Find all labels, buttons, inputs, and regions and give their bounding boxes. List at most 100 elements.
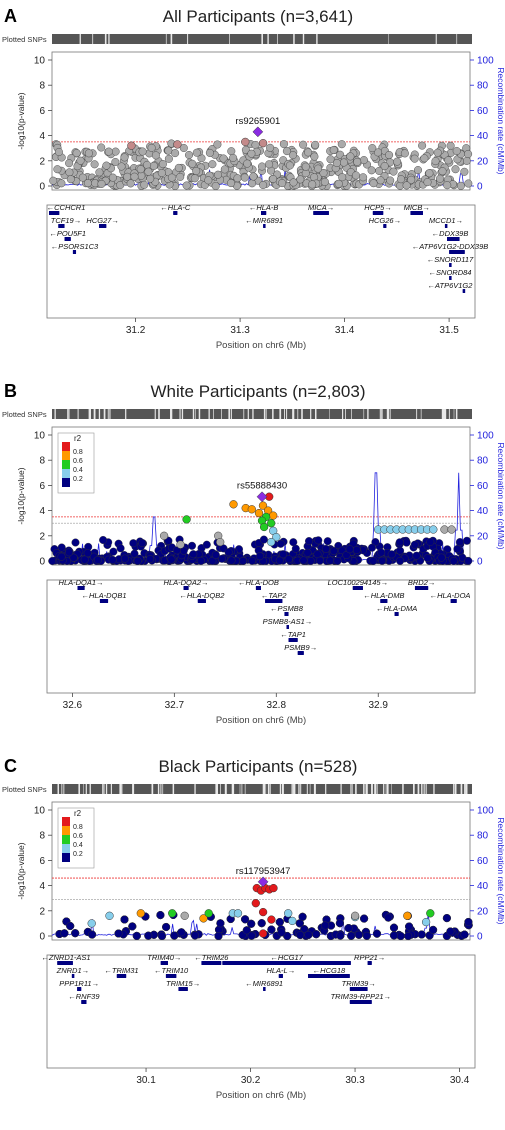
plotted-snps-gap	[340, 784, 342, 794]
gene-track-frame	[46, 204, 476, 319]
panel-title: Black Participants (n=528)	[159, 757, 358, 776]
snp-point	[241, 145, 250, 154]
y-tick-label: 10	[34, 56, 46, 67]
gene-label: ←HLA-DQB2	[179, 591, 225, 600]
plotted-snps-gap	[89, 784, 91, 794]
gene-label: ←HCG17	[270, 953, 303, 962]
gene-exon	[449, 250, 465, 254]
gene-exon	[77, 987, 82, 991]
gene-exon	[284, 612, 289, 616]
plotted-snps-gap	[267, 34, 269, 44]
snp-point	[187, 541, 196, 550]
plotted-snps-gap	[265, 784, 267, 794]
y-tick-label: 0	[39, 182, 45, 193]
plotted-snps-gap	[402, 784, 404, 794]
snp-point	[360, 914, 369, 923]
snp-point	[192, 166, 201, 175]
plotted-snps-gap	[325, 784, 327, 794]
plotted-snps-gap	[309, 784, 311, 794]
gene-exon	[444, 224, 448, 228]
snp-point	[217, 554, 226, 563]
gene-label: HCG27→	[86, 216, 119, 225]
plotted-snps-gap	[300, 784, 302, 794]
snp-point	[208, 556, 217, 565]
gene-exon	[201, 961, 222, 965]
locuszoom-plot-c: C Black Participants (n=528) Plotted SNPs 0…	[2, 756, 505, 1101]
y-tick-label: 0	[39, 932, 45, 943]
snp-point	[136, 165, 145, 174]
x-tick-label: 30.3	[345, 1075, 365, 1086]
snp-point	[126, 179, 135, 188]
snp-point	[431, 157, 440, 166]
snp-point	[233, 174, 242, 183]
snp-point	[157, 931, 166, 940]
y2-tick-label: 20	[477, 906, 489, 917]
gene-label: ←SNORD84	[429, 268, 472, 277]
plotted-snps-gap	[379, 409, 381, 419]
snp-point	[451, 165, 460, 174]
gene-label: ←HLA-DMB	[363, 591, 404, 600]
panel-letter: A	[4, 6, 17, 26]
snp-point	[346, 152, 355, 161]
snp-point	[464, 917, 473, 926]
snp-point	[423, 554, 432, 563]
plotted-snps-gap	[455, 784, 457, 794]
gene-exon	[222, 961, 351, 965]
snp-point	[338, 173, 347, 182]
panel-letter: B	[4, 381, 17, 401]
plotted-snps-gap	[301, 409, 303, 419]
snp-point	[78, 173, 87, 182]
snp-point	[162, 922, 171, 931]
gene-exon	[58, 224, 65, 228]
snp-point	[249, 172, 258, 181]
plotted-snps-gap	[61, 784, 63, 794]
plotted-snps-gap	[158, 409, 160, 419]
y2-tick-label: 100	[477, 56, 494, 67]
snp-point	[418, 141, 427, 150]
legend-swatch	[62, 442, 70, 451]
snp-point	[66, 921, 75, 930]
snp-point-ld	[429, 525, 438, 534]
legend-label: 0.2	[73, 476, 83, 483]
snp-point	[385, 150, 394, 159]
legend-title: r2	[74, 434, 82, 443]
snp-point	[460, 930, 469, 939]
snp-point	[167, 173, 176, 182]
gene-exon	[410, 211, 423, 215]
snp-point	[60, 929, 69, 938]
gene-track-frame	[46, 579, 476, 694]
gene-exon	[380, 599, 388, 603]
snp-point	[420, 154, 429, 163]
plotted-snps-gap	[465, 784, 468, 794]
snp-point	[49, 176, 58, 185]
snp-point	[170, 931, 179, 940]
gene-label: HLA-DQA1→	[59, 578, 104, 587]
snp-point	[157, 168, 166, 177]
gene-exon	[286, 625, 289, 629]
snp-point	[393, 157, 402, 166]
plotted-snps-label: Plotted SNPs	[2, 410, 47, 419]
plotted-snps-gap	[181, 409, 184, 419]
legend-label: 0.8	[73, 824, 83, 831]
plotted-snps-gap	[103, 409, 106, 419]
plotted-snps-gap	[292, 784, 294, 794]
snp-point-ld	[176, 540, 185, 549]
snp-point	[389, 167, 398, 176]
snp-point	[444, 156, 453, 165]
snp-point-ld	[440, 525, 449, 534]
snp-point	[69, 553, 78, 562]
plotted-snps-gap	[215, 784, 217, 794]
plotted-snps-gap	[420, 409, 422, 419]
snp-point-ld	[259, 522, 269, 532]
snp-point	[301, 162, 310, 171]
gene-exon	[447, 237, 460, 241]
plotted-snps-gap	[466, 784, 468, 794]
plotted-snps-gap	[443, 409, 445, 419]
gene-label: ←HCG18	[313, 966, 346, 975]
gene-exon	[57, 961, 73, 965]
plotted-snps-gap	[77, 409, 79, 419]
plotted-snps-gap	[286, 409, 288, 419]
snp-point	[211, 550, 220, 559]
snp-point	[144, 931, 153, 940]
gene-label: ←MIR6891	[245, 979, 283, 988]
